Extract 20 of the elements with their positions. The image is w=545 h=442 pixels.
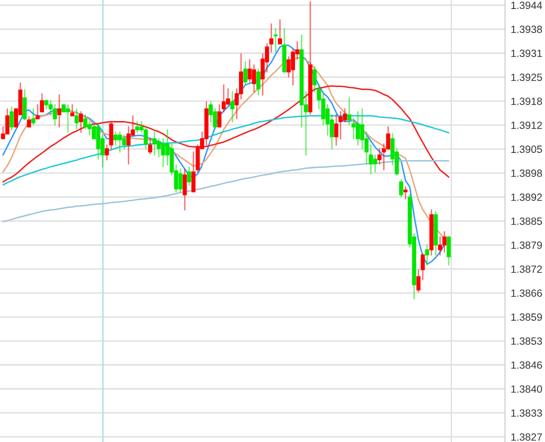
y-tick-label: 1.3905 (511, 146, 542, 153)
y-tick-label: 1.3833 (511, 409, 542, 417)
y-tick-label: 1.3898 (511, 170, 542, 177)
y-tick-label: 1.3918 (511, 98, 542, 105)
y-tick-label: 1.3885 (511, 218, 542, 225)
y-tick-label: 1.3879 (511, 241, 542, 249)
y-tick-label: 1.3853 (511, 337, 542, 345)
line-series (2, 85, 450, 183)
y-tick-label: 1.3859 (511, 313, 542, 321)
y-tick-label: 1.3827 (511, 433, 542, 441)
y-tick-label: 1.3846 (511, 361, 542, 369)
y-tick-label: 1.3892 (511, 194, 542, 201)
y-tick-label: 1.3840 (511, 385, 542, 393)
y-tick-label: 1.3872 (511, 265, 542, 273)
y-tick-label: 1.3866 (511, 289, 542, 297)
y-tick-label: 1.3925 (511, 74, 542, 81)
y-tick-label: 1.3912 (511, 122, 542, 129)
y-tick-label: 1.3931 (511, 50, 542, 58)
y-tick-label: 1.3944 (511, 2, 542, 10)
y-tick-label: 1.3938 (511, 26, 542, 34)
